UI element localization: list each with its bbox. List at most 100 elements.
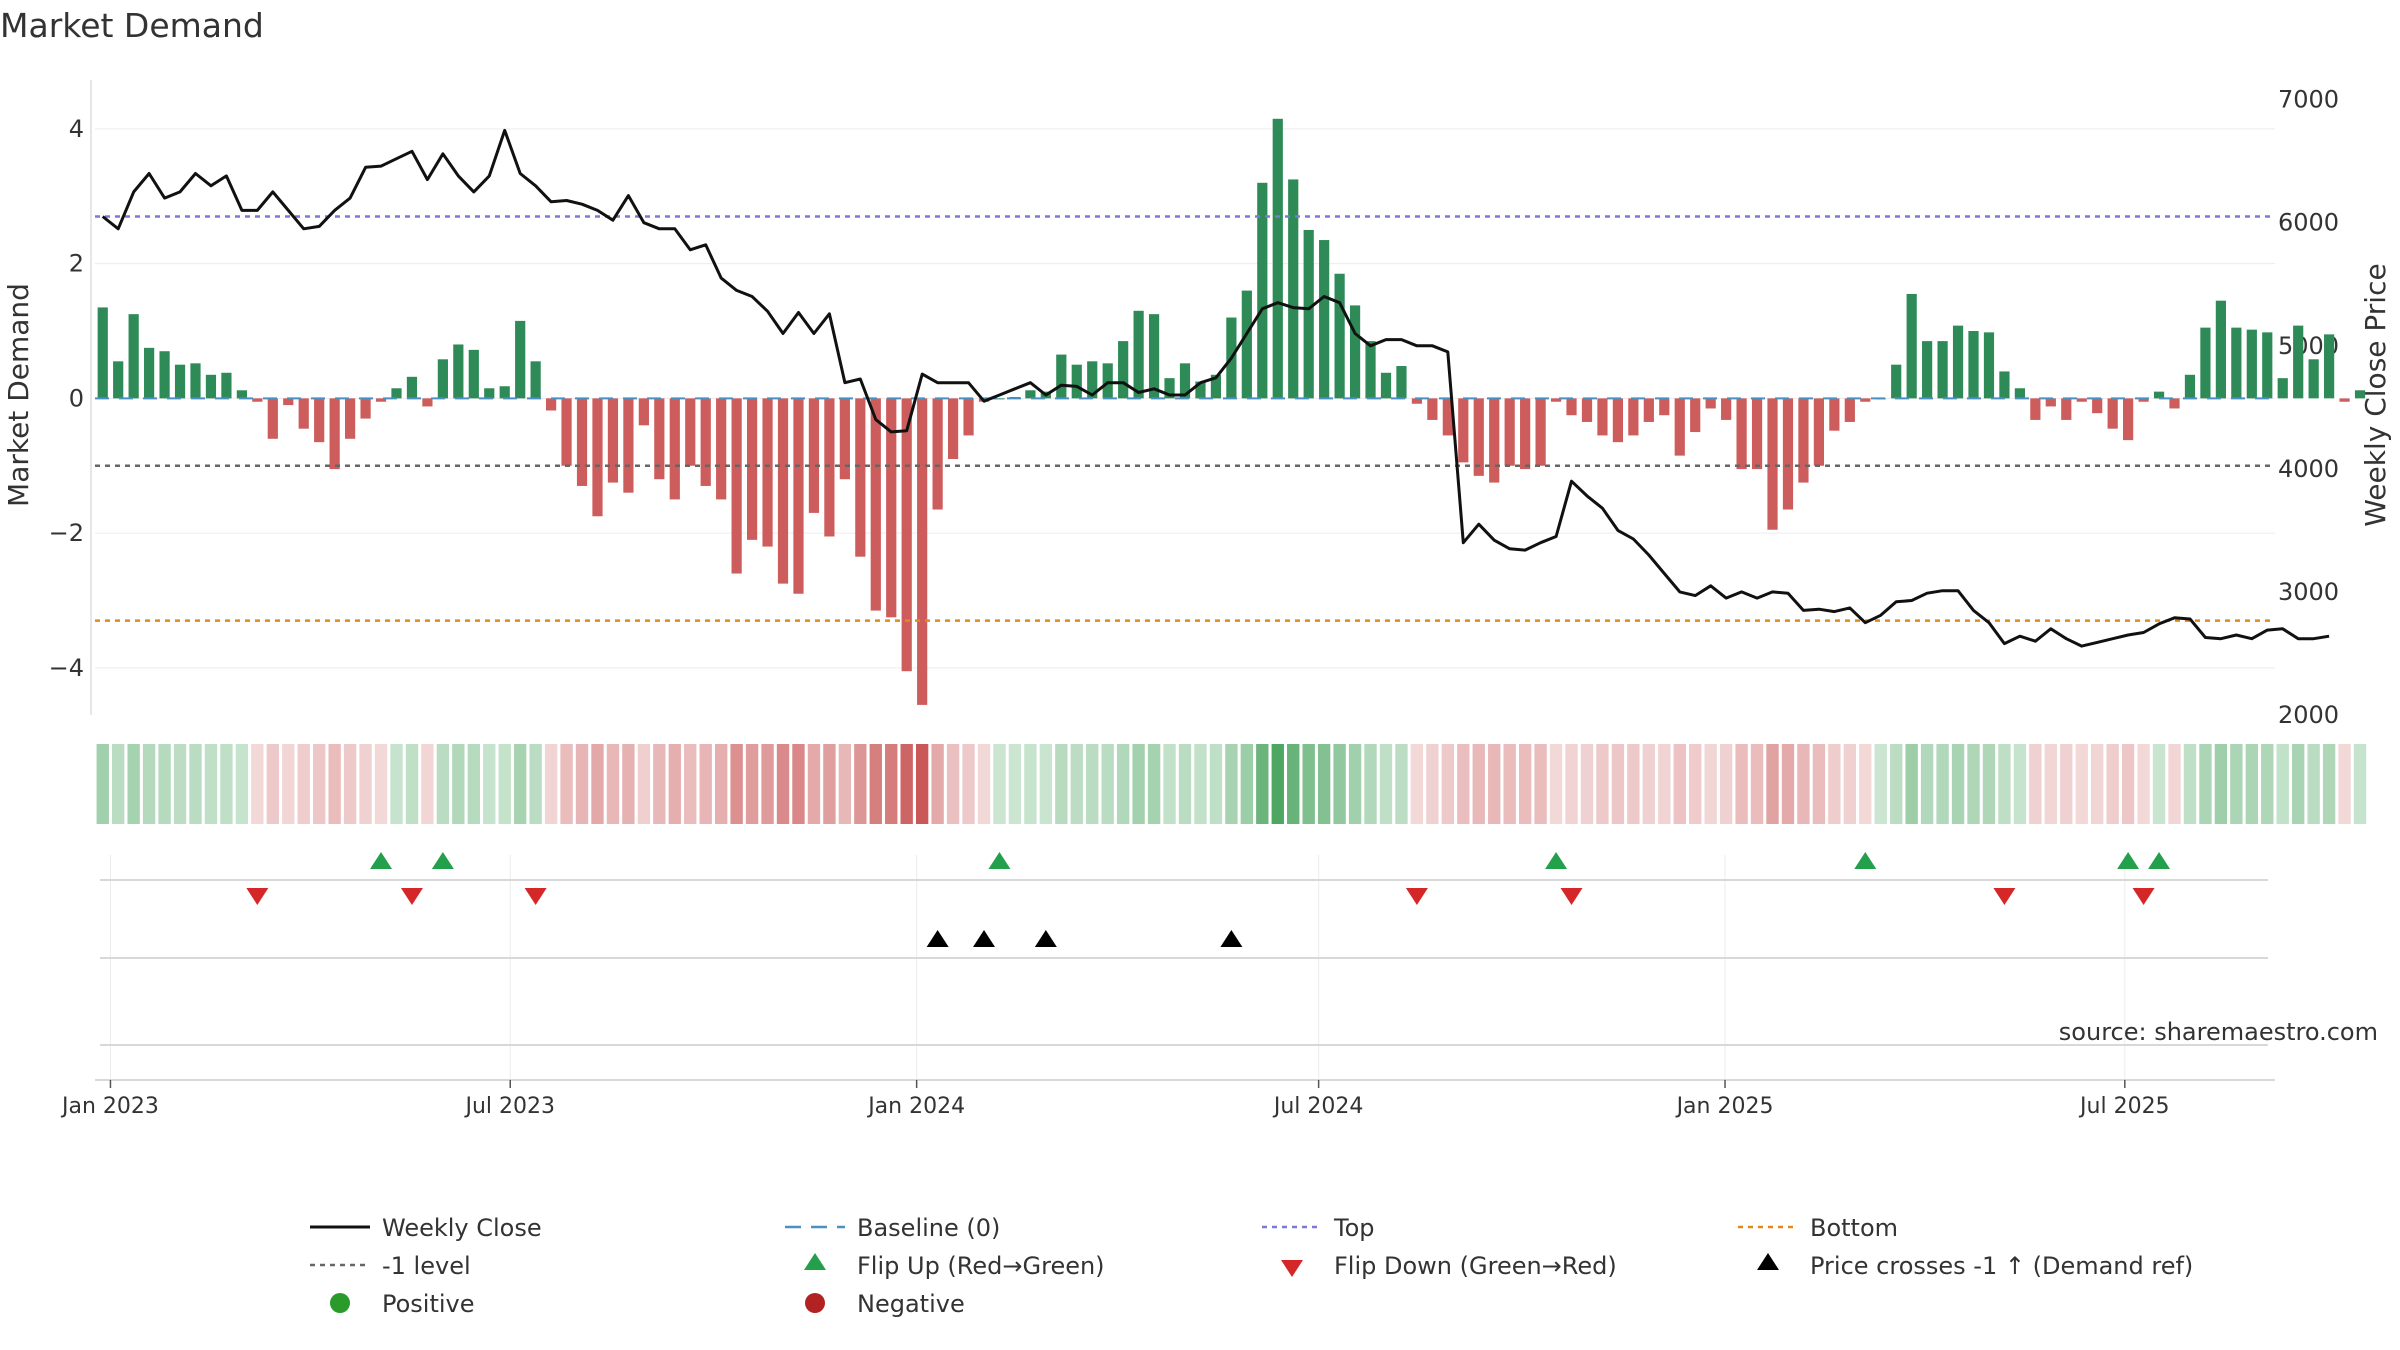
heat-strip-cell [142, 744, 156, 824]
demand-bar [2262, 332, 2273, 399]
demand-bar [1056, 354, 1067, 399]
legend-positive-label: Positive [382, 1290, 475, 1318]
demand-bar [1102, 363, 1113, 399]
demand-bar [1581, 398, 1593, 422]
demand-bar [1736, 398, 1747, 470]
demand-bar [855, 398, 866, 557]
demand-bar [1195, 381, 1206, 399]
heat-strip-cell [1596, 744, 1609, 824]
heat-strip-cell [1565, 744, 1578, 824]
heat-strip-cell [1673, 744, 1686, 824]
demand-bar [345, 398, 356, 439]
heat-strip-cell [343, 744, 357, 824]
demand-bar [1983, 332, 1995, 399]
demand-bar [2076, 398, 2087, 402]
demand-bar [994, 398, 1005, 400]
demand-bar [654, 398, 665, 480]
demand-bar [1427, 398, 1438, 420]
demand-bar [298, 398, 309, 429]
heat-strip-cell [112, 744, 125, 824]
flip-down-marker [1993, 888, 2016, 905]
legend-top-label: Top [1333, 1214, 1375, 1242]
demand-bar [2169, 398, 2180, 409]
heat-strip-cell [1920, 744, 1934, 824]
y-right-tick-label: 4000 [2278, 455, 2339, 483]
heat-strip-cell [1890, 744, 1903, 824]
demand-bar [947, 398, 959, 459]
heat-strip-cell [730, 744, 743, 824]
heat-strip-cell [869, 744, 882, 824]
demand-bar [623, 398, 634, 493]
heat-strip-cell [931, 744, 944, 824]
heat-strip-cell [220, 744, 233, 824]
heat-strip-cell [1395, 744, 1408, 824]
flip-up-marker [1545, 852, 1568, 869]
heat-strip-cell [1457, 744, 1470, 824]
demand-bar [1597, 398, 1608, 436]
demand-bar [2184, 374, 2196, 399]
heat-strip-cell [1086, 744, 1099, 824]
flip-up-marker [431, 852, 454, 869]
demand-bar [221, 372, 232, 399]
heat-strip-cell [1302, 744, 1315, 824]
demand-bar [2277, 378, 2288, 399]
price-cross-marker [1220, 930, 1243, 947]
heat-strip-cell [2168, 744, 2181, 824]
heat-strip-cell [915, 744, 929, 824]
heat-strip-cell [96, 744, 109, 824]
legend-positive-swatch [330, 1293, 350, 1313]
heat-strip-cell [2276, 744, 2289, 824]
demand-bar [576, 398, 588, 486]
heat-strip-cell [2106, 744, 2119, 824]
flip-down-marker [246, 888, 269, 905]
heat-strip-cell [745, 744, 759, 824]
heat-strip-cell [483, 744, 496, 824]
demand-bar [638, 398, 649, 426]
demand-bar [1288, 179, 1299, 399]
heat-strip-cell [328, 744, 341, 824]
demand-bar [406, 376, 418, 399]
demand-bar [314, 398, 325, 443]
heat-strip-cell [2152, 744, 2166, 824]
heat-strip-cell [1735, 744, 1748, 824]
x-tick-label: Jul 2024 [1272, 1094, 1364, 1119]
heat-strip-cell [993, 744, 1006, 824]
demand-bar [1520, 398, 1531, 470]
heat-strip-cell [854, 744, 867, 824]
demand-bar [1612, 398, 1624, 443]
demand-bar [545, 398, 557, 411]
heat-strip-cell [1209, 744, 1223, 824]
chart-title: Market Demand [0, 6, 264, 45]
demand-bar [1025, 390, 1036, 399]
demand-bar [1210, 374, 1222, 399]
demand-bar [205, 374, 217, 399]
x-tick-label: Jan 2024 [866, 1094, 965, 1119]
demand-bar [1164, 378, 1175, 399]
heat-strip-cell [591, 744, 604, 824]
demand-bar [1458, 398, 1469, 463]
heat-strip-cell [1627, 744, 1640, 824]
demand-bar [716, 398, 727, 500]
heat-strip-cell [1874, 744, 1887, 824]
heat-strip-cell [2060, 744, 2073, 824]
heat-strip-cell [1982, 744, 1996, 824]
heat-strip-cell [1611, 744, 1625, 824]
flip-down-marker [2132, 888, 2155, 905]
heat-strip-cell [776, 744, 790, 824]
heat-strip-cell [1333, 744, 1346, 824]
heat-strip-cell [1936, 744, 1949, 824]
y-left-tick-label: 0 [69, 384, 84, 412]
flip-up-marker [2117, 852, 2140, 869]
demand-bar [499, 386, 510, 399]
heat-strip-cell [962, 744, 975, 824]
heat-strip-cell [1488, 744, 1501, 824]
demand-bar [97, 307, 108, 399]
demand-bar [2293, 325, 2304, 399]
demand-bar [762, 398, 773, 547]
heat-strip-cell [1503, 744, 1516, 824]
heat-strip-cell [1719, 744, 1733, 824]
demand-bar [1674, 398, 1685, 456]
demand-bar [2246, 329, 2257, 399]
demand-bar [2200, 327, 2211, 399]
